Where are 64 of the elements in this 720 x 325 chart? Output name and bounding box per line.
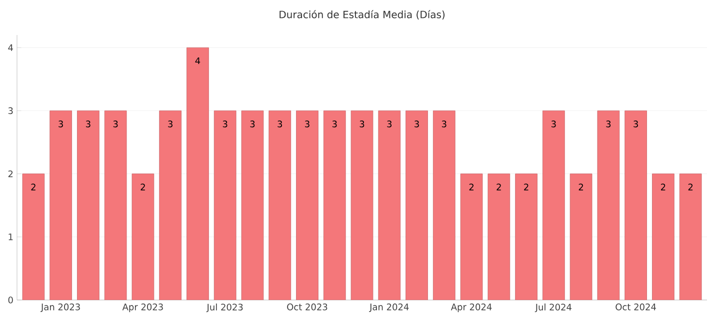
bar [50,110,72,300]
bar [241,110,264,300]
data-label: 2 [469,184,474,190]
y-tick-label: 3 [8,107,13,114]
data-label: 3 [278,120,282,128]
bar [432,110,456,300]
bar [22,174,45,300]
bar [77,110,100,300]
data-label: 3 [387,120,392,128]
bar [186,47,209,300]
data-label: 3 [222,120,228,128]
data-label: 3 [606,120,611,128]
bar [570,174,592,300]
y-tick-label: 0 [8,296,13,304]
data-label: 2 [524,184,528,190]
bar [214,110,236,300]
bar [597,110,620,300]
y-tick-label: 4 [8,44,13,51]
bar [378,110,401,300]
data-label: 3 [634,120,638,128]
x-tick-label: Oct 2024 [616,304,656,310]
data-label: 3 [332,120,337,128]
data-label: 3 [168,120,172,128]
data-label: 3 [551,120,556,128]
bar [159,110,182,300]
x-tick-label: Jul 2023 [206,304,243,312]
data-label: 3 [360,120,364,128]
data-label: 2 [140,184,145,190]
data-label: 3 [250,120,255,128]
data-label: 3 [113,120,118,128]
bar [323,110,346,300]
bar [268,110,292,300]
bar [406,110,428,300]
data-label: 2 [578,184,584,190]
x-tick-label: Jul 2024 [534,304,572,312]
bar [542,110,565,300]
data-label: 3 [414,120,419,128]
data-label: 3 [442,120,446,128]
bar [104,110,127,300]
y-tick-label: 2 [8,170,13,178]
x-tick-label: Oct 2023 [287,304,328,310]
data-label: 2 [688,184,693,190]
data-label: 2 [31,184,36,190]
bar [488,174,510,300]
data-label: 3 [86,120,90,128]
bar [515,174,538,300]
bar [132,174,154,300]
bar [296,110,318,300]
data-label: 3 [305,120,310,128]
bar [624,110,647,300]
bar [350,110,374,300]
bar [679,174,702,300]
chart-title: Duración de Estadía Media (Días) [280,10,445,20]
x-tick-label: Apr 2023 [122,304,163,312]
data-label: 2 [496,184,501,190]
bar [460,174,483,300]
x-tick-label: Apr 2024 [450,304,492,312]
data-label: 3 [58,120,63,128]
x-tick-label: Jan 2024 [369,304,409,312]
x-tick-label: Jan 2023 [40,304,80,312]
y-tick-label: 1 [8,234,13,240]
bar [652,174,674,300]
data-label: 2 [660,184,666,190]
data-label: 4 [195,57,200,64]
